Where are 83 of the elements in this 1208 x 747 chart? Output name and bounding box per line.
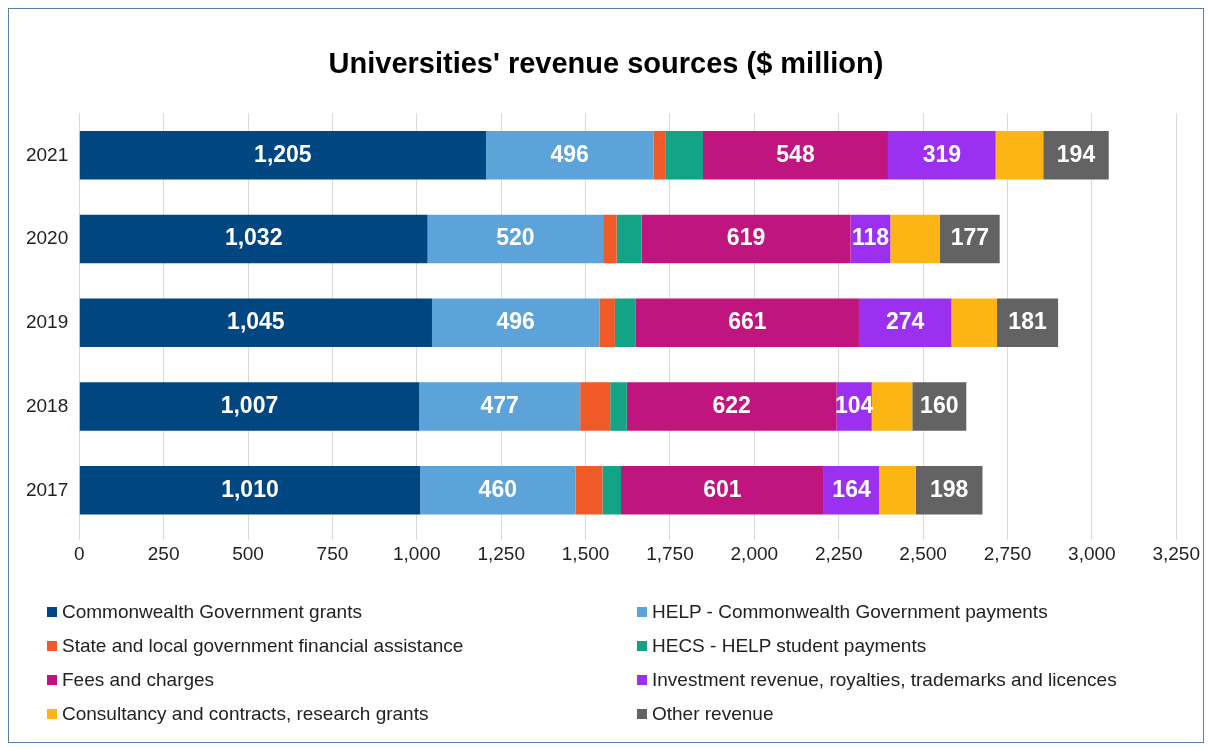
legend-label: Commonwealth Government grants [62,601,362,623]
x-tick-label: 2,750 [983,542,1032,564]
bar [79,298,432,348]
bar [79,214,428,264]
data-label: 319 [922,140,961,167]
data-label: 198 [929,475,969,502]
bar [890,214,940,264]
bar [610,382,627,431]
bar [858,298,952,348]
data-label: 477 [480,391,519,418]
data-label: 548 [776,140,815,167]
bar [653,130,666,180]
bar [621,466,824,515]
legend-label: Investment revenue, royalties, trademarks and licences [652,669,1117,691]
bar [641,214,851,264]
bar [703,130,888,180]
legend-label: HECS - HELP student payments [652,635,927,657]
bar [580,382,611,431]
data-label: 118 [851,224,890,251]
bar [427,214,604,264]
bar [575,466,603,515]
x-tick-label: 750 [316,542,349,564]
bar [419,382,581,431]
bar [616,214,642,264]
x-tick-label: 1,250 [477,542,525,564]
y-tick-label: 2021 [25,143,69,165]
data-label: 177 [950,224,990,251]
bar [599,298,615,348]
data-label: 1,010 [221,475,279,502]
data-label: 160 [920,391,959,418]
data-label: 1,045 [227,308,285,335]
data-label: 661 [728,308,767,335]
bar [602,466,621,515]
bar [879,466,916,515]
bar [79,130,486,180]
legend-label: HELP - Commonwealth Government payments [652,601,1048,623]
y-tick-label: 2018 [25,394,69,416]
x-tick-label: 3,250 [1152,542,1200,564]
data-label: 460 [478,475,517,502]
x-tick-label: 2,250 [814,542,863,564]
bar [485,130,654,180]
x-tick-label: 1,750 [646,542,694,564]
x-tick-label: 2,500 [899,542,947,564]
bar [614,298,636,348]
x-tick-label: 1,500 [561,542,610,564]
bar [635,298,859,348]
x-tick-label: 1,000 [393,542,441,564]
y-tick-label: 2017 [25,478,69,500]
data-label: 496 [550,140,589,167]
data-label: 1,032 [224,224,283,251]
bar [603,214,617,264]
bar [79,382,420,431]
data-label: 496 [496,308,535,335]
x-tick-label: 500 [232,542,264,564]
bar [887,130,996,180]
data-label: 274 [886,308,925,335]
legend-label: Consultancy and contracts, research grants [62,703,429,725]
x-tick-label: 3,000 [1068,542,1116,564]
data-label: 619 [726,224,766,251]
x-tick-label: 0 [73,542,85,564]
data-label: 1,007 [220,391,279,418]
bar [626,382,837,431]
y-tick-label: 2019 [25,311,69,333]
chart-title: Universities' revenue sources ($ million) [327,47,885,80]
bar [995,130,1044,180]
bar [665,130,704,180]
data-label: 601 [703,475,742,502]
bar [420,466,576,515]
data-label: 194 [1056,140,1096,167]
x-tick-label: 250 [147,542,180,564]
data-label: 1,205 [254,140,312,167]
data-label: 622 [712,391,751,418]
bar [951,298,997,348]
data-label: 520 [496,224,535,251]
legend-label: Fees and charges [62,669,215,691]
bar [79,466,421,515]
y-tick-label: 2020 [25,227,69,249]
data-label: 164 [832,475,871,502]
legend-label: Other revenue [652,703,774,725]
data-label: 181 [1008,308,1047,335]
x-tick-label: 2,000 [730,542,779,564]
legend-label: State and local government financial assistance [62,635,464,657]
bar [431,298,600,348]
